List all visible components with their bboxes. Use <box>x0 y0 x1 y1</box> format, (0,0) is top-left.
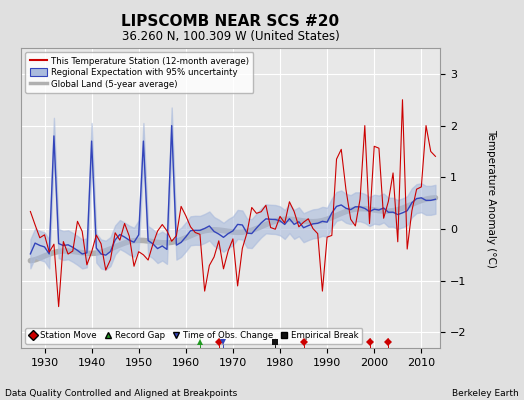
Text: Data Quality Controlled and Aligned at Breakpoints: Data Quality Controlled and Aligned at B… <box>5 389 237 398</box>
Legend: Station Move, Record Gap, Time of Obs. Change, Empirical Break: Station Move, Record Gap, Time of Obs. C… <box>25 328 362 344</box>
Text: LIPSCOMB NEAR SCS #20: LIPSCOMB NEAR SCS #20 <box>122 14 340 29</box>
Text: Berkeley Earth: Berkeley Earth <box>452 389 519 398</box>
Text: 36.260 N, 100.309 W (United States): 36.260 N, 100.309 W (United States) <box>122 30 340 43</box>
Y-axis label: Temperature Anomaly (°C): Temperature Anomaly (°C) <box>486 128 496 268</box>
